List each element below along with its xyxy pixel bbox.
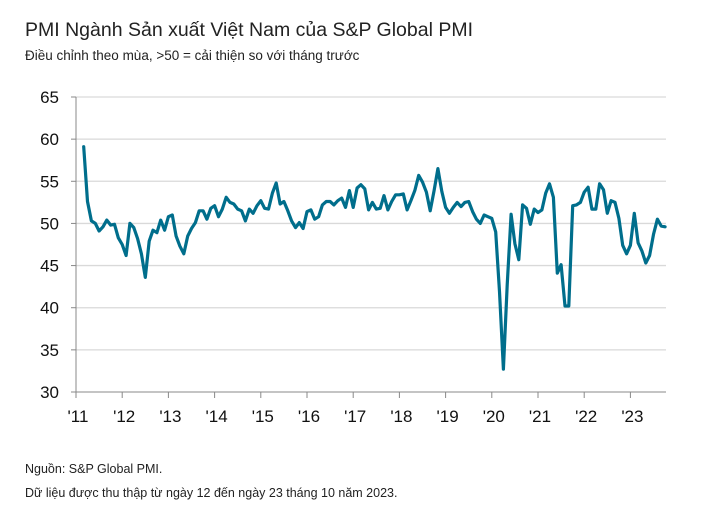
x-axis-ticks: '11 '12 '13 '14 '15 '16 '17 '18 '19 '20 '21 '22 '23 [68,392,643,426]
y-tick-label: 40 [40,299,59,318]
x-tick-label: '21 [529,407,551,426]
x-tick-label: '23 [621,407,643,426]
y-tick-label: 45 [40,257,59,276]
x-tick-label: '15 [252,407,274,426]
x-tick-label: '16 [298,407,320,426]
gridlines [76,96,666,351]
data-collection-note: Dữ liệu được thu thập từ ngày 12 đến ngà… [25,486,398,500]
x-tick-label: '22 [575,407,597,426]
x-tick-label: '11 [68,407,89,426]
x-tick-label: '13 [159,407,181,426]
y-tick-label: 60 [40,130,59,149]
chart-subtitle: Điều chỉnh theo mùa, >50 = cải thiện so … [25,48,360,63]
x-tick-label: '14 [206,407,228,426]
x-tick-label: '19 [437,407,459,426]
pmi-series-line [82,145,667,371]
x-tick-label: '12 [113,407,135,426]
axes [75,97,666,393]
y-tick-label: 30 [40,383,59,402]
x-tick-label: '18 [390,407,412,426]
x-tick-label: '20 [483,407,505,426]
y-tick-label: 50 [40,214,59,233]
y-tick-label: 35 [40,341,59,360]
chart-title: PMI Ngành Sản xuất Việt Nam của S&P Glob… [25,19,474,41]
x-tick-label: '17 [344,407,366,426]
y-tick-label: 65 [40,88,59,107]
y-axis-ticks: 30 35 40 45 50 55 60 65 [40,88,76,402]
y-tick-label: 55 [40,172,59,191]
source-note: Nguồn: S&P Global PMI. [25,462,163,476]
